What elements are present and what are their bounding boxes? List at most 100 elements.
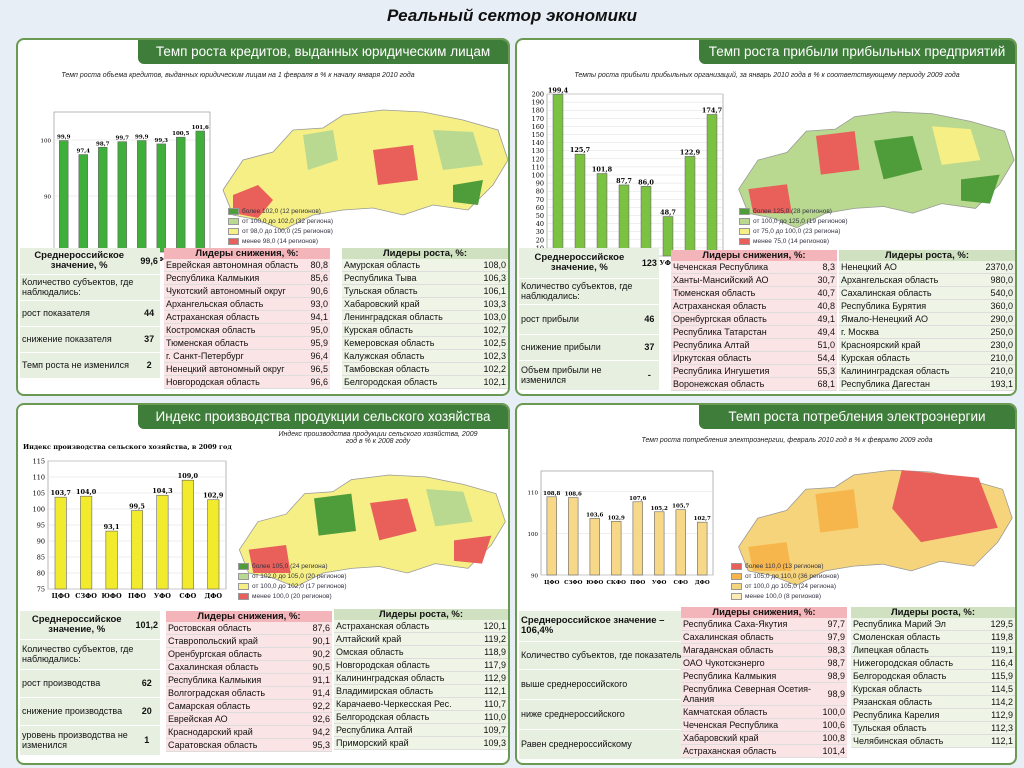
bar (574, 153, 586, 257)
region-name: Саратовская область (166, 738, 303, 752)
data-label: 101,8 (592, 166, 613, 174)
data-label: 103,6 (586, 512, 603, 518)
growth-leaders-table: Лидеры роста, %: Астраханская область 120… (334, 609, 508, 750)
leader-row: Ненецкий АО 2370,0 (839, 261, 1015, 274)
region-name: Республика Алтай (334, 723, 477, 737)
region-value: 102,2 (473, 362, 508, 376)
credits-bar-chart: 809010099,9ЦФО97,4СЗФО98,7ЮФО99,7СКФО99,… (41, 111, 211, 263)
region-name: Тюменская область (164, 336, 308, 350)
region-name: Республика Калмыкия (164, 271, 308, 285)
data-label: 99,3 (155, 138, 169, 144)
region-name: Курская область (342, 323, 474, 337)
y-tick-label: 75 (37, 586, 45, 594)
leader-row: Сахалинская область 540,0 (839, 286, 1015, 300)
region-value: 109,3 (476, 736, 508, 750)
region-name: Ставропольский край (166, 634, 303, 648)
leader-row: Самарская область 92,2 (166, 699, 332, 713)
region-value: 250,0 (976, 325, 1015, 339)
y-tick-label: 110 (528, 490, 539, 496)
y-tick-label: 180 (532, 107, 544, 115)
leader-row: Челябинская область 112,1 (851, 734, 1015, 748)
region-name: Самарская область (166, 699, 303, 713)
leader-row: Тюменская область 95,9 (164, 336, 330, 350)
panel-credits: Темп роста кредитов, выданных юридически… (16, 38, 510, 396)
bar (105, 530, 118, 590)
region-name: Челябинская область (851, 734, 982, 748)
panel-title: Индекс производства продукции сельского … (138, 405, 508, 429)
bar (632, 501, 643, 576)
leader-row: Чеченская Республика 8,3 (671, 261, 837, 274)
leader-row: г. Санкт-Петербург 96,4 (164, 349, 330, 363)
region-value: 85,6 (307, 271, 330, 285)
region-value: 114,2 (981, 695, 1015, 709)
region-name: Еврейская АО (166, 712, 303, 726)
x-tick-label: СФО (179, 592, 196, 600)
region-value: 8,3 (807, 261, 837, 274)
data-label: 174,7 (702, 106, 722, 114)
leader-row: Новгородская область 117,9 (334, 658, 508, 672)
region-name: Камчатская область (681, 705, 821, 719)
region-value: 96,5 (307, 362, 330, 376)
region-name: Тамбовская область (342, 362, 474, 376)
region-value: 210,0 (976, 364, 1015, 378)
bar (697, 521, 708, 576)
chart-subtitle: Индекс производства продукции сельского … (278, 431, 478, 445)
region-value: 90,1 (302, 634, 332, 648)
data-label: 108,8 (543, 491, 560, 497)
x-tick-label: УФО (154, 257, 169, 263)
region-value: 100,8 (820, 731, 847, 745)
leader-row: Республика Калмыкия 85,6 (164, 271, 330, 285)
region-value: 97,7 (820, 618, 847, 631)
leader-row: Курская область 210,0 (839, 351, 1015, 365)
region-value: 54,4 (807, 351, 837, 365)
region-name: Республика Бурятия (839, 299, 977, 313)
leader-row: Еврейская автономная область 80,8 (164, 259, 330, 272)
x-tick-label: ДФО (695, 580, 710, 586)
region-value: 230,0 (976, 338, 1015, 352)
leader-row: Сахалинская область 97,9 (681, 630, 847, 644)
x-tick-label: СКФО (607, 580, 627, 586)
region-value: 112,9 (476, 671, 508, 685)
region-name: Астраханская область (671, 299, 808, 313)
region-value: 106,3 (473, 271, 508, 285)
data-label: 103,7 (51, 489, 71, 497)
leader-row: Рязанская область 114,2 (851, 695, 1015, 709)
bar (130, 510, 144, 590)
agriculture-bar-chart: Индекс производства сельского хозяйства,… (23, 443, 232, 600)
region-value: 193,1 (976, 377, 1015, 391)
y-tick-label: 60 (536, 204, 544, 212)
x-tick-label: ПФО (128, 592, 146, 600)
x-tick-label: СЗФО (564, 580, 583, 586)
region-name: Новгородская область (334, 658, 477, 672)
page-title: Реальный сектор экономики (387, 6, 637, 25)
leader-row: Калининградская область 210,0 (839, 364, 1015, 378)
region-name: ОАО Чукотскэнерго (681, 656, 821, 670)
leader-row: Саратовская область 95,3 (166, 738, 332, 752)
region-name: Ненецкий автономный округ (164, 362, 308, 376)
leader-row: Тульская область 106,1 (342, 284, 508, 298)
leader-row: Приморский край 109,3 (334, 736, 508, 750)
x-tick-label: ДФО (204, 592, 222, 600)
panel-title: Темп роста потребления электроэнергии (699, 405, 1015, 429)
leader-row: Тульская область 112,3 (851, 721, 1015, 735)
region-name: Архангельская область (164, 297, 308, 311)
y-tick-label: 110 (33, 474, 45, 482)
region-name: Астраханская область (681, 744, 821, 758)
y-tick-label: 130 (532, 147, 544, 155)
leader-row: Еврейская АО 92,6 (166, 712, 332, 726)
leader-row: Ханты-Мансийский АО 30,7 (671, 273, 837, 287)
panel-electricity: Темп роста потребления электроэнергии Те… (515, 403, 1017, 765)
bar (654, 511, 665, 576)
x-tick-label: УФО (154, 592, 171, 600)
y-tick-label: 140 (532, 139, 544, 147)
leader-row: Астраханская область 101,4 (681, 744, 847, 758)
region-name: Липецкая область (851, 643, 982, 657)
region-value: 106,1 (473, 284, 508, 298)
leader-row: Архангельская область 93,0 (164, 297, 330, 311)
leader-row: Красноярский край 230,0 (839, 338, 1015, 352)
x-tick-label: ЦФО (52, 592, 70, 600)
leader-row: Республика Татарстан 49,4 (671, 325, 837, 339)
growth-leaders-table: Лидеры роста, %: Ненецкий АО 2370,0 Арханг… (839, 250, 1015, 391)
data-label: 97,4 (77, 149, 91, 155)
y-tick-label: 90 (37, 538, 45, 546)
